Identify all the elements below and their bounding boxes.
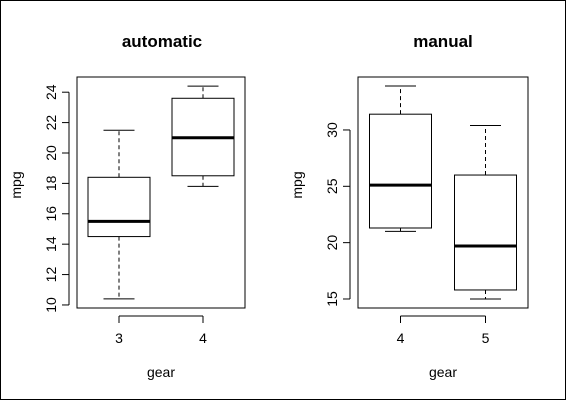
- y-axis-label: mpg: [289, 171, 305, 198]
- y-tick-label: 15: [324, 291, 340, 307]
- box-3: [87, 129, 151, 300]
- y-tick-label: 18: [43, 175, 59, 191]
- chart-title: manual: [413, 32, 473, 51]
- y-tick-label: 20: [324, 235, 340, 251]
- y-tick-label: 24: [43, 84, 59, 100]
- x-axis-label: gear: [147, 364, 175, 380]
- plot-area: [357, 76, 529, 309]
- y-tick-label: 12: [43, 267, 59, 283]
- y-tick-label: 20: [43, 145, 59, 161]
- y-tick-label: 30: [324, 122, 340, 138]
- x-tick-label: 4: [199, 330, 207, 346]
- y-tick-label: 10: [43, 297, 59, 313]
- panel-manual: manual gear mpg 15 20 25 30 4 5: [289, 32, 529, 380]
- y-tick-label: 22: [43, 115, 59, 131]
- x-tick-label: 4: [397, 330, 405, 346]
- y-axis-label: mpg: [8, 171, 24, 198]
- box-4: [369, 85, 432, 232]
- x-axis-label: gear: [429, 364, 457, 380]
- iqr-box: [87, 176, 151, 238]
- box-4: [171, 85, 235, 187]
- panel-automatic: automatic gear mpg 10 12 14 16 18 20 22 24 3 4: [8, 32, 246, 380]
- x-tick-label: 5: [482, 330, 490, 346]
- iqr-box: [454, 174, 517, 291]
- iqr-box: [369, 113, 432, 229]
- box-5: [454, 124, 517, 300]
- x-tick-label: 3: [115, 330, 123, 346]
- chart-title: automatic: [122, 32, 202, 51]
- y-tick-label: 16: [43, 206, 59, 222]
- y-tick-label: 25: [324, 178, 340, 194]
- plot-area: [76, 76, 246, 309]
- y-tick-label: 14: [43, 236, 59, 252]
